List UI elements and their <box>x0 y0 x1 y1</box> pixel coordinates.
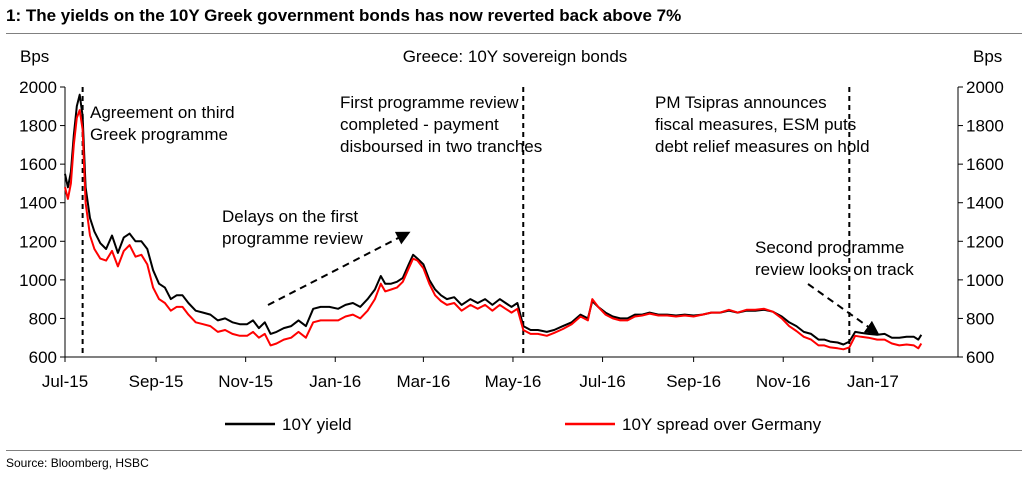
series-line-10y-yield <box>64 93 923 346</box>
y-tick-label-right: 1800 <box>966 117 1004 136</box>
y-tick-label-right: 2000 <box>966 78 1004 97</box>
x-tick-label: Jul-16 <box>579 372 625 391</box>
ann-tsipras-line: PM Tsipras announces <box>655 93 827 112</box>
ann-first-review-line: disboursed in two tranches <box>340 137 542 156</box>
y-tick-label-right: 1400 <box>966 194 1004 213</box>
chart-annotations: Agreement on third Greek programme First p… <box>90 93 914 279</box>
chart-canvas: 600 600 800 800 1000 1000 1200 1200 1400 1400 1600… <box>19 47 1004 434</box>
y-tick-label-left: 2000 <box>19 78 57 97</box>
legend-label-1: 10Y yield <box>282 415 352 434</box>
x-tick-label: May-16 <box>485 372 542 391</box>
x-tick-label: Jan-17 <box>847 372 899 391</box>
y-tick-label-left: 1000 <box>19 271 57 290</box>
y-tick-label-left: 600 <box>29 348 57 367</box>
chart-legend: 10Y yield 10Y spread over Germany <box>225 415 822 434</box>
legend-label-2: 10Y spread over Germany <box>622 415 822 434</box>
annotation-arrows <box>267 231 880 335</box>
ann-first-review-line: completed - payment <box>340 115 499 134</box>
bottom-divider <box>6 450 1022 451</box>
ann-second-review-line: Second programme <box>755 238 904 257</box>
ann-second-review-line: review looks on track <box>755 260 914 279</box>
chart-axes: 600 600 800 800 1000 1000 1200 1200 1400 1400 1600… <box>19 78 1004 391</box>
ann-third-programme-line: Agreement on third <box>90 103 235 122</box>
ann-delays-line: programme review <box>222 229 363 248</box>
y-tick-label-left: 1800 <box>19 117 57 136</box>
series-line-10y-spread-over-germany <box>64 109 923 351</box>
y-tick-label-right: 1000 <box>966 271 1004 290</box>
x-tick-label: Sep-15 <box>129 372 184 391</box>
y-tick-label-left: 800 <box>29 309 57 328</box>
chart-caption: 1: The yields on the 10Y Greek governmen… <box>6 6 682 25</box>
x-tick-label: Jul-15 <box>42 372 88 391</box>
y-tick-label-left: 1600 <box>19 155 57 174</box>
arrow-delays <box>267 231 411 306</box>
y-tick-label-left: 1200 <box>19 232 57 251</box>
y-tick-label-right: 1600 <box>966 155 1004 174</box>
chart-series <box>64 93 923 351</box>
x-tick-label: Jan-16 <box>309 372 361 391</box>
ann-delays-line: Delays on the first <box>222 207 358 226</box>
y-tick-label-right: 800 <box>966 309 994 328</box>
y-axis-label-right: Bps <box>973 47 1002 66</box>
ann-first-review-line: First programme review <box>340 93 519 112</box>
x-tick-label: Nov-15 <box>218 372 273 391</box>
source-note: Source: Bloomberg, HSBC <box>6 456 149 470</box>
x-tick-label: Mar-16 <box>396 372 450 391</box>
y-tick-label-right: 600 <box>966 348 994 367</box>
chart-title: Greece: 10Y sovereign bonds <box>403 47 628 66</box>
x-tick-label: Nov-16 <box>756 372 811 391</box>
top-divider <box>6 33 1022 34</box>
arrow-second-review <box>807 283 880 335</box>
y-axis-label-left: Bps <box>20 47 49 66</box>
ann-tsipras-line: fiscal measures, ESM puts <box>655 115 856 134</box>
y-tick-label-left: 1400 <box>19 194 57 213</box>
x-tick-label: Sep-16 <box>666 372 721 391</box>
y-tick-label-right: 1200 <box>966 232 1004 251</box>
ann-tsipras-line: debt relief measures on hold <box>655 137 870 156</box>
ann-third-programme-line: Greek programme <box>90 125 228 144</box>
